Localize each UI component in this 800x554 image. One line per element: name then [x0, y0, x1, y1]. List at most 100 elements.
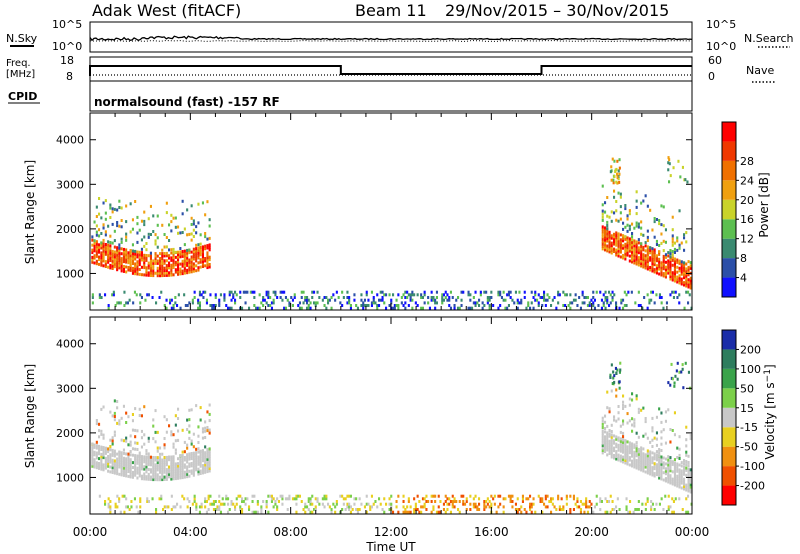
- heatmap-cell: [172, 273, 175, 277]
- heatmap-cell: [204, 429, 207, 433]
- heatmap-cell: [165, 470, 168, 474]
- heatmap-cell: [195, 451, 198, 455]
- heatmap-cell: [129, 249, 132, 253]
- heatmap-cell: [622, 256, 625, 260]
- heatmap-cell: [219, 502, 222, 506]
- heatmap-cell: [664, 457, 667, 461]
- heatmap-cell: [201, 469, 204, 472]
- heatmap-cell: [119, 301, 122, 305]
- heatmap-cell: [195, 231, 198, 235]
- heatmap-cell: [485, 505, 488, 509]
- heatmap-cell: [181, 199, 184, 203]
- heatmap-cell: [446, 502, 449, 506]
- heatmap-cell: [651, 426, 654, 430]
- heatmap-cell: [688, 293, 691, 297]
- heatmap-cell: [683, 268, 686, 272]
- heatmap-cell: [655, 437, 658, 441]
- heatmap-cell: [314, 505, 317, 509]
- colorbar-tick-label: 200: [740, 343, 761, 356]
- heatmap-cell: [685, 231, 688, 235]
- heatmap-cell: [683, 482, 686, 486]
- heatmap-cell: [628, 403, 631, 407]
- heatmap-cell: [385, 502, 388, 506]
- heatmap-cell: [162, 508, 165, 511]
- heatmap-cell: [379, 502, 382, 506]
- heatmap-cell: [230, 502, 233, 506]
- heatmap-cell: [206, 426, 209, 429]
- heatmap-cell: [437, 510, 440, 514]
- heatmap-cell: [218, 508, 221, 511]
- heatmap-cell: [102, 405, 105, 409]
- heatmap-cell: [346, 296, 349, 299]
- power-colorbar-label: Power [dB]: [757, 172, 771, 237]
- heatmap-cell: [449, 510, 452, 514]
- heatmap-cell: [122, 269, 125, 273]
- heatmap-cell: [434, 301, 437, 305]
- heatmap-cell: [658, 464, 661, 468]
- heatmap-cell: [648, 298, 651, 302]
- heatmap-cell: [145, 458, 148, 461]
- heatmap-cell: [664, 477, 667, 481]
- heatmap-cell: [293, 296, 296, 299]
- heatmap-cell: [564, 293, 567, 297]
- heatmap-cell: [104, 211, 107, 215]
- heatmap-cell: [565, 494, 568, 498]
- heatmap-cell: [449, 500, 452, 503]
- heatmap-cell: [147, 475, 150, 479]
- heatmap-cell: [113, 262, 116, 266]
- heatmap-cell: [637, 410, 640, 414]
- heatmap-cell: [640, 226, 643, 230]
- cpid-panel: CPID normalsound (fast) -157 RF: [8, 80, 693, 112]
- heatmap-cell: [172, 477, 175, 481]
- heatmap-cell: [672, 500, 675, 503]
- heatmap-cell: [509, 494, 512, 498]
- heatmap-cell: [348, 508, 351, 511]
- heatmap-cell: [111, 222, 114, 226]
- heatmap-cell: [550, 500, 553, 503]
- heatmap-cell: [635, 260, 638, 263]
- heatmap-cell: [617, 247, 620, 251]
- heatmap-cell: [664, 265, 667, 269]
- heatmap-cell: [646, 306, 649, 310]
- heatmap-cell: [615, 435, 618, 439]
- heatmap-cell: [131, 470, 134, 474]
- heatmap-cell: [100, 455, 103, 459]
- heatmap-cell: [631, 459, 634, 463]
- heatmap-cell: [469, 293, 472, 297]
- heatmap-cell: [379, 298, 382, 302]
- heatmap-cell: [622, 246, 625, 250]
- heatmap-cell: [279, 296, 282, 299]
- heatmap-cell: [244, 301, 247, 305]
- heatmap-cell: [155, 508, 158, 511]
- heatmap-cell: [140, 429, 143, 433]
- heatmap-cell: [651, 471, 654, 474]
- heatmap-cell: [478, 508, 481, 511]
- heatmap-cell: [642, 469, 645, 473]
- heatmap-cell: [136, 272, 139, 276]
- heatmap-cell: [483, 502, 486, 506]
- heatmap-cell: [262, 500, 265, 503]
- heatmap-cell: [127, 467, 130, 471]
- heatmap-cell: [199, 462, 202, 466]
- heatmap-cell: [664, 410, 667, 414]
- heatmap-cell: [678, 266, 681, 270]
- heatmap-cell: [127, 256, 130, 260]
- heatmap-cell: [613, 232, 616, 236]
- heatmap-cell: [251, 494, 254, 498]
- heatmap-cell: [655, 264, 658, 268]
- heatmap-cell: [133, 290, 136, 294]
- heatmap-cell: [635, 459, 638, 463]
- heatmap-cell: [111, 254, 114, 258]
- heatmap-cell: [179, 454, 182, 458]
- heatmap-cell: [497, 293, 500, 297]
- colorbar-segment: [722, 277, 736, 297]
- velocity-ylabel: Slant Range [km]: [23, 364, 37, 468]
- heatmap-cell: [311, 494, 314, 498]
- heatmap-cell: [651, 468, 654, 472]
- heatmap-cell: [523, 290, 526, 294]
- heatmap-cell: [367, 304, 370, 307]
- heatmap-cell: [662, 249, 665, 253]
- heatmap-cell: [295, 510, 298, 514]
- heatmap-cell: [274, 502, 277, 506]
- heatmap-cell: [195, 468, 198, 472]
